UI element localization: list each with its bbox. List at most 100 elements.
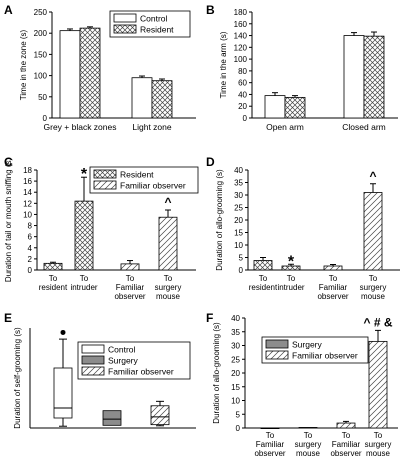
panel-a-y-axis-label: Time in the zone (s): [19, 29, 28, 100]
panel-d-bar: [253, 260, 273, 271]
panel-f-significance-mark: ^ # &: [363, 315, 392, 329]
panel-e-box: [53, 367, 73, 419]
panel-letter-e: E: [4, 311, 12, 325]
panel-letter-a: A: [4, 3, 13, 17]
panel-f-x-tick-label: surgery: [295, 440, 322, 449]
panel-f-x-tick-label: Familiar: [332, 440, 361, 449]
panel-f-y-tick-label: 10: [231, 397, 240, 406]
panel-d-x-tick-label: mouse: [361, 292, 386, 301]
panel-e-chart: Duration of self-grooming (s) ControlSurg…: [13, 327, 196, 429]
panel-b-x-tick-label: Closed arm: [342, 122, 385, 132]
panel-e-y-axis-label: Duration of self-grooming (s): [13, 327, 22, 429]
panel-f-y-tick-label: 0: [236, 424, 241, 433]
panel-e-legend-label: Control: [108, 345, 136, 355]
panel-c-x-tick-label: observer: [114, 292, 145, 301]
panel-d-y-tick-label: 20: [234, 216, 243, 225]
panel-b-bar: [343, 35, 365, 119]
panel-c-chart: 0 2 4 6 8 10 12 14 16 18 Duration of tail or mouth…: [4, 157, 199, 301]
panel-c-x-tick-label: To: [49, 274, 58, 283]
panel-b-y-tick-label: 0: [243, 114, 248, 123]
panel-c-significance-mark: *: [81, 166, 88, 183]
panel-d-y-tick-label: 25: [234, 204, 243, 213]
panel-e-box: [102, 410, 122, 426]
panel-f-legend-swatch: [265, 350, 289, 360]
panel-f-bar: [368, 340, 388, 429]
panel-c-x-tick-label: mouse: [156, 292, 181, 301]
panel-b-y-tick-label: 180: [234, 8, 248, 17]
panel-f-x-tick-label: To: [304, 431, 313, 440]
panel-a-x-tick-label: Light zone: [132, 122, 171, 132]
panel-d-x-tick-label: surgery: [360, 283, 387, 292]
panel-d-y-tick-label: 35: [234, 179, 243, 188]
panel-letter-b: B: [206, 3, 215, 17]
panel-f-y-tick-label: 30: [231, 342, 240, 351]
panel-c-y-tick-label: 4: [28, 244, 33, 253]
panel-b-y-tick-label: 140: [234, 32, 248, 41]
panel-d-bar: [323, 265, 343, 271]
panel-c-x-tick-label: Familiar: [116, 283, 145, 292]
panel-a-bar: [59, 30, 81, 119]
panel-e-outlier: [60, 329, 66, 335]
panel-a-y-tick-label: 150: [34, 50, 48, 59]
panel-c-y-tick-label: 12: [23, 199, 32, 208]
panel-d-x-tick-label: To: [329, 274, 338, 283]
panel-f-x-tick-label: observer: [330, 449, 361, 458]
panel-c-y-tick-label: 0: [28, 266, 33, 275]
panel-b-y-axis-label: Time in the arm (s): [219, 31, 228, 98]
panel-c-y-tick-label: 8: [28, 222, 33, 231]
panel-f-bar: [298, 427, 318, 429]
panel-f-bar: [260, 427, 280, 430]
panel-a-y-tick-label: 100: [34, 72, 48, 81]
panel-b-y-tick-label: 20: [238, 102, 247, 111]
panel-d-significance-mark: *: [288, 253, 295, 270]
panel-d-x-tick-label: To: [369, 274, 378, 283]
panel-d-y-tick-label: 30: [234, 191, 243, 200]
panel-d-y-tick-label: 40: [234, 166, 243, 175]
panel-a-bar: [151, 80, 173, 119]
panel-c-bar: [120, 263, 140, 271]
panel-a-legend-label: Control: [140, 14, 168, 24]
panel-f-y-tick-label: 5: [236, 410, 241, 419]
panel-c-y-axis-label: Duration of tail or mouth sniffing (s): [4, 157, 13, 282]
panel-c-bar: [74, 200, 94, 271]
panel-b-y-tick-label: 160: [234, 20, 248, 29]
panel-a-y-tick-label: 0: [43, 114, 48, 123]
panel-c-bar: [158, 216, 178, 271]
panel-f-y-tick-label: 20: [231, 369, 240, 378]
panel-a-legend-swatch: [113, 13, 137, 23]
panel-b-x-tick-label: Open arm: [266, 122, 304, 132]
panel-f-legend-label: Surgery: [292, 340, 323, 350]
panel-d-x-tick-label: Familiar: [319, 283, 348, 292]
panel-f-y-tick-label: 40: [231, 314, 240, 323]
panel-c-x-tick-label: resident: [39, 283, 68, 292]
panel-e-box: [150, 405, 170, 426]
panel-f-y-tick-label: 25: [231, 355, 240, 364]
panel-b-y-tick-label: 120: [234, 43, 248, 52]
panel-a-chart: 0 50 100 150 200 250 Time in the zone (s) Grey …: [19, 8, 196, 132]
panel-c-y-tick-label: 10: [23, 210, 32, 219]
panel-b-y-tick-label: 40: [238, 90, 247, 99]
panel-c-y-tick-label: 16: [23, 177, 32, 186]
panel-f-legend-swatch: [265, 339, 289, 349]
panel-f-x-tick-label: mouse: [296, 449, 321, 458]
panel-b-bar: [363, 35, 385, 119]
panel-d-x-tick-label: intruder: [277, 283, 304, 292]
panel-e-legend-label: Surgery: [108, 356, 139, 366]
panel-c-x-tick-label: To: [80, 274, 89, 283]
panel-b-y-tick-label: 80: [238, 67, 247, 76]
panel-a-bar: [79, 27, 101, 119]
panel-letter-c: C: [4, 155, 13, 169]
panel-d-x-tick-label: To: [287, 274, 296, 283]
panel-b-y-tick-label: 100: [234, 55, 248, 64]
panel-c-bar: [43, 262, 63, 271]
panel-c-legend-label: Resident: [120, 170, 154, 180]
panel-c-legend-swatch: [93, 169, 117, 179]
panel-d-y-tick-label: 5: [239, 254, 244, 263]
panel-a-legend-label: Resident: [140, 25, 174, 35]
panel-e-legend-label: Familiar observer: [108, 367, 174, 377]
panel-f-x-tick-label: To: [266, 431, 275, 440]
panel-e-legend-swatch: [81, 344, 105, 354]
panel-f-legend-label: Familiar observer: [292, 351, 358, 361]
panel-f-x-tick-label: To: [342, 431, 351, 440]
